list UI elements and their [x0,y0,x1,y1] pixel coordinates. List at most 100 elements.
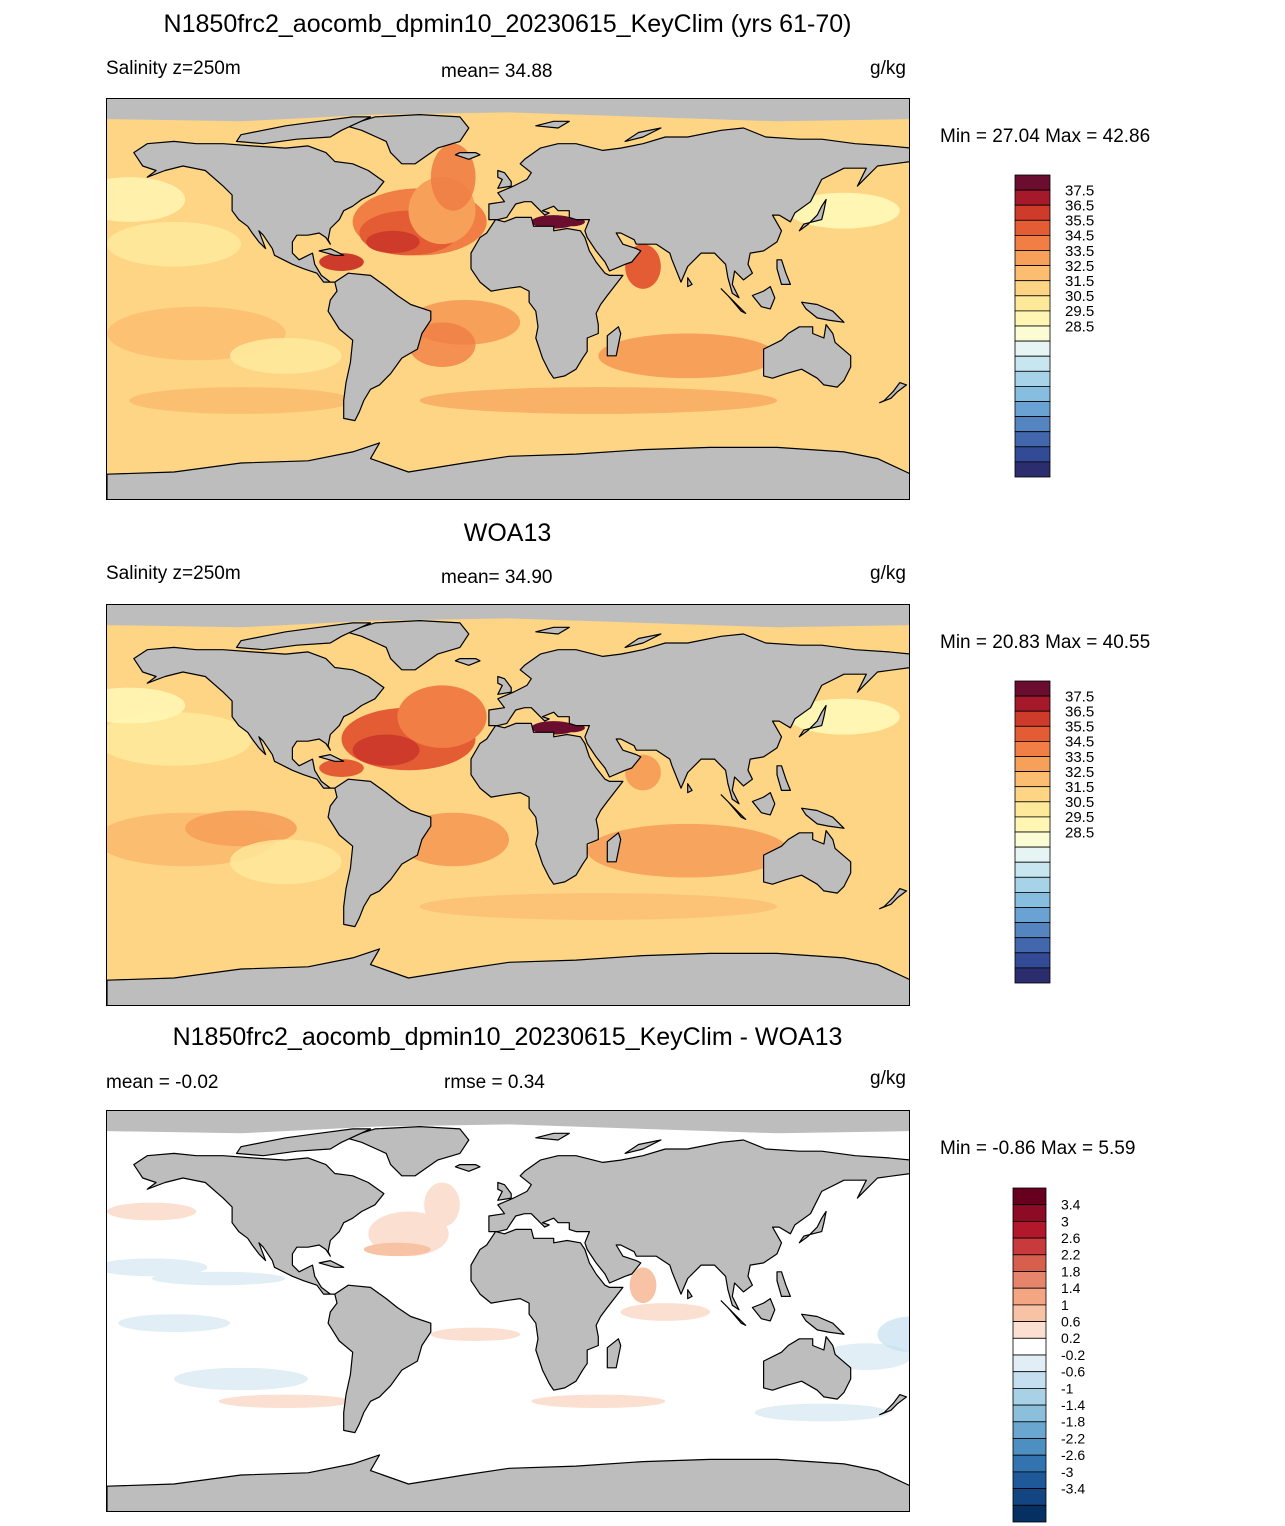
colorbar-svg: 3.432.62.21.81.410.60.2-0.2-0.6-1-1.4-1.… [1012,1187,1085,1523]
landmass-britain [497,675,512,695]
panel-2-mean-label: mean= 34.90 [441,567,553,588]
landmass-novaya [624,127,662,142]
landmass-northAmerica [133,140,385,283]
contour-region [419,893,777,920]
landmass-sriLanka [687,783,693,794]
contour-region [419,387,777,414]
landmass-svalbard [535,626,570,635]
landmass-cuba [318,1260,345,1268]
colorbar-swatch [1014,416,1051,433]
landmass-australia [763,324,852,388]
colorbar-swatch [1014,461,1051,478]
contour-region [229,337,342,374]
colorbar-swatch [1012,1438,1047,1456]
colorbar-swatch [1012,1371,1047,1389]
colorbar-tick-label: 33.5 [1065,243,1094,260]
colorbar-swatch [1014,265,1051,282]
colorbar-tick-label: 1.8 [1061,1263,1081,1279]
landmass-japan [798,1210,827,1244]
colorbar-swatch [1012,1387,1047,1406]
colorbar-tick-label: 29.5 [1065,809,1094,826]
colorbar-swatch [1012,1254,1047,1272]
contour-region [319,253,364,271]
landmass-madagascar [606,832,622,863]
colorbar-swatch [1012,1221,1047,1239]
landmass-philippines [776,765,791,791]
colorbar-tick-label: -3.4 [1061,1481,1085,1497]
colorbar-tick-label: 34.5 [1065,734,1094,751]
panel-2-map [106,604,910,1006]
panel-1-title: N1850frc2_aocomb_dpmin10_20230615_KeyCli… [163,10,852,38]
landmass-australia [763,830,852,894]
landmass-eurasia [488,1139,909,1311]
contour-region [877,1316,909,1353]
colorbar-tick-label: -0.6 [1061,1364,1085,1380]
landmass-madagascar [606,326,622,357]
contour-region [408,322,476,367]
contour-region [151,1271,286,1286]
landmass-africa [470,216,624,379]
colorbar-tick-label: 36.5 [1065,703,1094,720]
colorbar-swatch [1014,952,1051,969]
colorbar-tick-label: 29.5 [1065,303,1094,320]
colorbar-swatch [1012,1471,1047,1489]
colorbar-swatch [1012,1504,1047,1523]
colorbar-swatch [1014,861,1051,878]
map-svg [107,1111,909,1511]
colorbar-tick-label: -1 [1061,1380,1074,1396]
arctic-mask [107,605,909,628]
landmass-africa [470,1228,624,1391]
colorbar-swatch [1012,1454,1047,1473]
colorbar-tick-label: -1.8 [1061,1414,1085,1430]
colorbar-swatch [1014,401,1051,418]
contour-region [363,1242,431,1257]
colorbar-swatch [1014,235,1051,251]
colorbar-swatch [1014,937,1051,954]
colorbar-swatch [1012,1287,1047,1306]
panel-1-units-label: g/kg [870,58,906,79]
colorbar-tick-label: 32.5 [1065,764,1094,781]
panel-2-variable-label: Salinity z=250m [106,563,241,584]
landmass-britain [497,1181,512,1201]
colorbar-swatch [1014,695,1051,712]
panel-2-colorbar: 37.5 36.5 35.5 34.5 33.5 32.5 31.5 30.5 29.5 28.5 [1014,680,1145,987]
landmass-japan [798,198,827,232]
landmass-iceland [454,658,481,666]
colorbar-swatch [1014,174,1051,191]
panel-1-mean-label: mean= 34.88 [441,61,553,82]
colorbar-tick-label: 2.2 [1061,1247,1081,1263]
contour-region [174,1367,308,1391]
contour-region [185,810,297,847]
contour-region [620,1303,710,1321]
colorbar-tick-label: 28.5 [1065,824,1094,841]
panel-1-minmax: Min = 27.04 Max = 42.86 [940,126,1151,147]
colorbar-tick-label: 37.5 [1065,688,1094,705]
colorbar-swatch [1014,876,1051,893]
arctic-mask [107,99,909,122]
landmass-newGuinea [801,1313,845,1335]
contour-region [352,734,420,766]
colorbar-tick-label: -1.4 [1061,1397,1085,1413]
colorbar-tick-label: 3 [1061,1213,1069,1229]
landmass-sumatra [720,288,747,314]
colorbar-swatch [1014,310,1051,327]
landmass-sriLanka [687,1289,693,1300]
colorbar-swatch [1014,922,1051,939]
colorbar-tick-label: 35.5 [1065,719,1094,736]
colorbar-swatch [1014,340,1051,357]
landmass-greenland [345,1126,470,1177]
colorbar-tick-label: 30.5 [1065,794,1094,811]
landmass-australia [763,1336,852,1400]
landmass-antarctica [107,442,909,499]
landmass-greenland [345,114,470,165]
map-svg [107,99,909,499]
landmass-canadaIslands [235,116,372,145]
colorbar-swatch [1012,1204,1047,1222]
colorbar-swatch [1014,756,1051,773]
colorbar-tick-label: -2.2 [1061,1430,1085,1446]
colorbar-swatch [1014,741,1051,757]
contour-region [531,1394,666,1409]
colorbar-swatch [1014,710,1051,727]
colorbar-tick-label: 35.5 [1065,213,1094,230]
colorbar-tick-label: -2.6 [1061,1447,1085,1463]
